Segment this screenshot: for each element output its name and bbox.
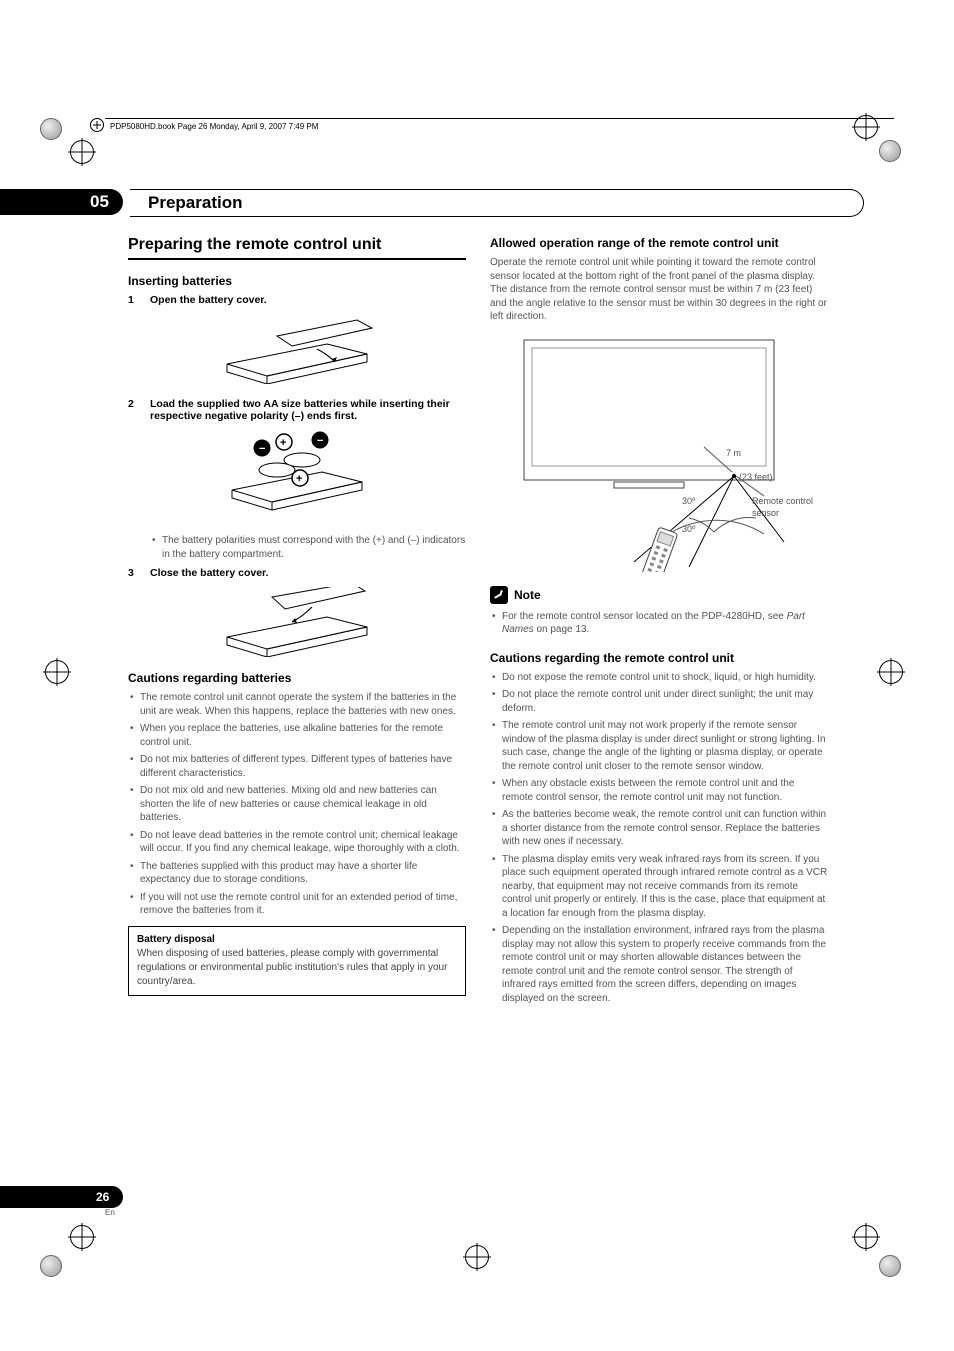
note-text-c: on page 13.	[534, 624, 590, 635]
step-1: 1 Open the battery cover.	[128, 294, 466, 306]
svg-text:−: −	[259, 443, 265, 455]
page-number-badge: 26	[0, 1186, 123, 1208]
figure-load-batteries: − − + +	[128, 430, 466, 520]
battery-caution-6: •The batteries supplied with this produc…	[128, 860, 466, 887]
reg-mark-br2	[879, 1255, 919, 1295]
reg-mark-bl2	[70, 1225, 110, 1265]
figure-close-cover	[128, 587, 466, 657]
bullet-dot: •	[150, 534, 162, 561]
header-book-icon	[90, 118, 104, 132]
remote-caution-6: •The plasma display emits very weak infr…	[490, 853, 828, 921]
battery-caution-1: •The remote control unit cannot operate …	[128, 691, 466, 718]
disposal-body: When disposing of used batteries, please…	[137, 948, 447, 987]
note-body: • For the remote control sensor located …	[490, 610, 828, 637]
subheading-insert: Inserting batteries	[128, 274, 466, 288]
page-language: En	[105, 1208, 115, 1217]
remote-caution-3: •The remote control unit may not work pr…	[490, 719, 828, 773]
battery-caution-2: •When you replace the batteries, use alk…	[128, 722, 466, 749]
svg-text:−: −	[317, 435, 323, 447]
subheading-cautions-batteries: Cautions regarding batteries	[128, 671, 466, 685]
label-30b: 30º	[682, 524, 696, 534]
label-sensor-2: sensor	[752, 508, 779, 518]
section-heading-prepare: Preparing the remote control unit	[128, 236, 466, 260]
chapter-number-tab: 05	[0, 189, 123, 215]
battery-caution-7: •If you will not use the remote control …	[128, 891, 466, 918]
disposal-title: Battery disposal	[137, 933, 457, 947]
running-head: PDP5080HD.book Page 26 Monday, April 9, …	[110, 122, 318, 131]
subheading-range: Allowed operation range of the remote co…	[490, 236, 828, 250]
range-body: Operate the remote control unit while po…	[490, 256, 828, 324]
remote-caution-5: •As the batteries become weak, the remot…	[490, 808, 828, 849]
right-column: Allowed operation range of the remote co…	[490, 236, 828, 1009]
reg-mark-mr	[879, 660, 919, 700]
note-label: Note	[514, 588, 541, 602]
left-column: Preparing the remote control unit Insert…	[128, 236, 466, 1009]
step-1-num: 1	[128, 294, 150, 306]
reg-mark-tl2	[70, 140, 110, 180]
svg-text:+: +	[280, 437, 286, 449]
battery-caution-3: •Do not mix batteries of different types…	[128, 753, 466, 780]
label-30a: 30º	[682, 496, 696, 506]
step-2-note: • The battery polarities must correspond…	[128, 534, 466, 561]
remote-caution-2: •Do not place the remote control unit un…	[490, 688, 828, 715]
step-3-num: 3	[128, 567, 150, 579]
note-text-a: For the remote control sensor located on…	[502, 611, 787, 622]
svg-text:+: +	[296, 473, 302, 485]
label-7m: 7 m	[726, 448, 741, 458]
subheading-cautions-remote: Cautions regarding the remote control un…	[490, 651, 828, 665]
label-23ft: (23 feet)	[739, 472, 773, 482]
label-sensor-1: Remote control	[752, 496, 813, 506]
figure-open-cover	[128, 314, 466, 384]
reg-mark-tr2	[879, 140, 919, 180]
reg-mark-mb	[465, 1245, 505, 1285]
step-3-text: Close the battery cover.	[150, 567, 268, 579]
step-2-num: 2	[128, 398, 150, 422]
note-icon	[490, 586, 508, 604]
step-2-note-text: The battery polarities must correspond w…	[162, 534, 466, 561]
remote-caution-1: •Do not expose the remote control unit t…	[490, 671, 828, 685]
chapter-title: Preparation	[130, 189, 864, 217]
figure-operation-range: 7 m (23 feet) 30º 30º Remote control sen…	[490, 332, 828, 572]
step-2-text: Load the supplied two AA size batteries …	[150, 398, 466, 422]
reg-mark-ml	[45, 660, 85, 700]
battery-caution-4: •Do not mix old and new batteries. Mixin…	[128, 784, 466, 825]
step-2: 2 Load the supplied two AA size batterie…	[128, 398, 466, 422]
remote-caution-4: •When any obstacle exists between the re…	[490, 777, 828, 804]
remote-caution-7: •Depending on the installation environme…	[490, 924, 828, 1005]
content-columns: Preparing the remote control unit Insert…	[128, 236, 828, 1009]
note-header: Note	[490, 586, 828, 604]
step-1-text: Open the battery cover.	[150, 294, 267, 306]
step-3: 3 Close the battery cover.	[128, 567, 466, 579]
header-rule	[105, 118, 894, 119]
battery-disposal-box: Battery disposal When disposing of used …	[128, 926, 466, 996]
battery-caution-5: •Do not leave dead batteries in the remo…	[128, 829, 466, 856]
